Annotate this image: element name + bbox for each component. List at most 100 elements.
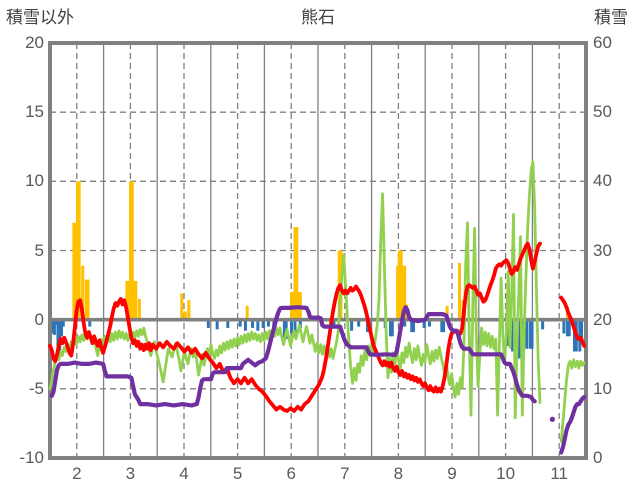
blue-bar [206, 319, 210, 328]
bottom-axis-tick-label: 2 [72, 464, 82, 483]
blue-bar [266, 319, 270, 327]
left-axis-tick-label: 15 [25, 102, 44, 122]
orange-bar [86, 279, 90, 320]
bottom-axis-tick-label: 4 [179, 464, 189, 483]
orange-bar [245, 305, 249, 320]
orange-bar [401, 265, 405, 320]
purple-line [559, 395, 587, 455]
bottom-axis-tick-label: 8 [393, 464, 404, 483]
blue-bar [442, 319, 446, 333]
orange-bar [187, 300, 191, 320]
blue-bar [251, 319, 255, 328]
blue-bar [54, 319, 58, 326]
orange-bar [75, 181, 79, 320]
blue-bar [511, 319, 515, 352]
red-line [48, 241, 542, 413]
bottom-axis-tick-label: 9 [447, 464, 457, 483]
blue-bar [52, 319, 56, 335]
blue-bar [256, 319, 260, 331]
left-axis-tick-label: 5 [34, 240, 44, 260]
right-axis-tick-label: 30 [593, 240, 612, 260]
orange-bar [397, 250, 401, 320]
blue-bar [357, 319, 361, 327]
orange-bar [72, 222, 76, 320]
orange-bar [127, 280, 131, 320]
right-axis-title: 積雪 [594, 8, 628, 27]
bottom-axis-tick-label: 10 [496, 464, 516, 483]
orange-bar [77, 181, 81, 320]
orange-bar [180, 293, 184, 320]
blue-bar [390, 319, 394, 337]
left-axis-title: 積雪以外 [6, 8, 74, 27]
orange-bar [74, 222, 78, 320]
purple-line [49, 305, 537, 408]
blue-bar [226, 319, 230, 328]
left-axis-tick-label: -10 [19, 448, 44, 467]
orange-bar [132, 280, 136, 320]
orange-bar [84, 279, 88, 320]
blue-bar [580, 319, 584, 341]
right-axis-tick-label: 0 [593, 448, 603, 467]
bottom-axis-tick-label: 5 [232, 464, 243, 483]
orange-bar [403, 265, 407, 320]
blue-bar [541, 319, 545, 330]
green-line [559, 358, 586, 443]
bottom-axis-tick-label: 7 [340, 464, 350, 483]
blue-bar [243, 319, 247, 331]
left-axis-tick-label: 0 [34, 309, 44, 329]
orange-bar [137, 298, 141, 320]
orange-bar [183, 311, 187, 320]
orange-bar [445, 305, 449, 320]
blue-bar [528, 319, 532, 349]
blue-bar [289, 319, 293, 334]
blue-bar [332, 319, 336, 328]
orange-bar [396, 265, 400, 320]
blue-bar [215, 319, 219, 330]
right-axis-tick-label: 60 [593, 33, 612, 52]
blue-bar [238, 319, 242, 327]
blue-bar [61, 319, 65, 327]
blue-bar [389, 319, 393, 337]
blue-bar [525, 319, 529, 349]
blue-bar [51, 319, 55, 334]
bottom-axis-tick-label: 11 [550, 464, 569, 483]
orange-bar [81, 265, 85, 320]
blue-bar [88, 319, 92, 327]
right-axis-tick-label: 40 [593, 171, 612, 191]
orange-bar [458, 262, 462, 320]
orange-bar [130, 181, 134, 320]
orange-bar [128, 181, 132, 320]
blue-bar [410, 319, 414, 333]
left-axis-tick-label: -5 [28, 378, 44, 398]
blue-bar [350, 319, 354, 331]
right-axis-tick-label: 50 [593, 102, 612, 122]
bottom-axis-tick-label: 6 [286, 464, 296, 483]
plot-border [48, 41, 588, 460]
blue-bar [422, 319, 426, 328]
blue-bar [412, 319, 416, 333]
blue-bar [56, 319, 60, 356]
blue-bar [573, 319, 577, 352]
blue-bar [562, 319, 566, 334]
blue-bar [440, 319, 444, 333]
blue-bar [578, 319, 582, 352]
bottom-axis-tick-label: 3 [125, 464, 136, 483]
blue-bar [427, 319, 431, 327]
right-axis-tick-label: 20 [593, 309, 612, 329]
red-line [559, 295, 587, 348]
orange-bar [295, 226, 299, 320]
blue-bar [530, 319, 534, 349]
left-axis-tick-label: 10 [25, 171, 44, 191]
orange-bar [134, 280, 138, 320]
blue-bar [565, 319, 569, 337]
blue-bar [59, 319, 63, 337]
orange-bar [399, 250, 403, 320]
purple-line-dot [549, 416, 555, 422]
orange-bar [293, 226, 297, 320]
blue-bar [261, 319, 265, 328]
blue-bar [282, 319, 286, 340]
orange-bar [125, 280, 129, 320]
blue-bar [293, 319, 297, 334]
